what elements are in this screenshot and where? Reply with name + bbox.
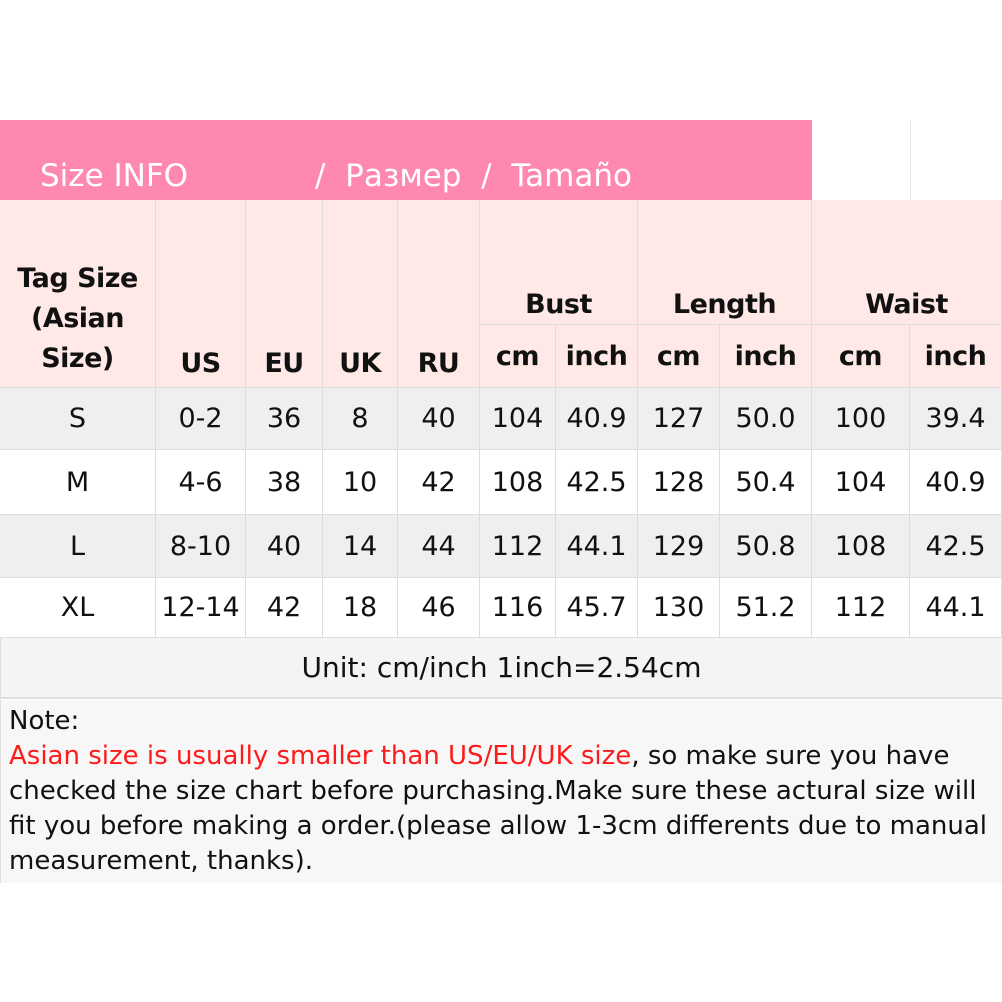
table-cell: 51.2 (720, 578, 812, 638)
table-cell: 36 (246, 388, 323, 450)
table-cell: 42 (246, 578, 323, 638)
header-uk: UK (323, 200, 398, 388)
table-cell: 40 (398, 388, 480, 450)
header-bust-cm: cm (480, 325, 556, 388)
table-cell: 50.4 (720, 450, 812, 515)
table-cell: 46 (398, 578, 480, 638)
table-cell: 39.4 (910, 388, 1002, 450)
note-label: Note: (9, 706, 80, 736)
table-cell: 50.8 (720, 515, 812, 578)
header-length-cm: cm (638, 325, 720, 388)
header-waist: Waist (812, 200, 1002, 325)
size-label: XL (0, 578, 156, 638)
table-cell: 18 (323, 578, 398, 638)
table-cell: 108 (480, 450, 556, 515)
table-cell: 42.5 (910, 515, 1002, 578)
title-size-info: Size INFO (40, 158, 189, 194)
header-length-inch: inch (720, 325, 812, 388)
table-cell: 10 (323, 450, 398, 515)
table-cell: 104 (480, 388, 556, 450)
table-cell: 127 (638, 388, 720, 450)
table-cell: 50.0 (720, 388, 812, 450)
table-cell: 44.1 (910, 578, 1002, 638)
size-label: M (0, 450, 156, 515)
unit-note: Unit: cm/inch 1inch=2.54cm (0, 638, 1002, 699)
table-cell: 12-14 (156, 578, 246, 638)
table-cell: 42 (398, 450, 480, 515)
table-cell: 8 (323, 388, 398, 450)
table-cell: 14 (323, 515, 398, 578)
table-cell: 42.5 (556, 450, 638, 515)
table-cell: 104 (812, 450, 910, 515)
table-cell: 45.7 (556, 578, 638, 638)
table-cell: 40.9 (910, 450, 1002, 515)
table-cell: 38 (246, 450, 323, 515)
table-cell: 40 (246, 515, 323, 578)
table-cell: 108 (812, 515, 910, 578)
divider (910, 120, 911, 200)
header-bust-inch: inch (556, 325, 638, 388)
note-warning: Asian size is usually smaller than US/EU… (9, 741, 632, 771)
table-cell: 44 (398, 515, 480, 578)
header-waist-cm: cm (812, 325, 910, 388)
header-bust: Bust (480, 200, 638, 325)
size-label: S (0, 388, 156, 450)
size-label: L (0, 515, 156, 578)
table-cell: 100 (812, 388, 910, 450)
note-body: , so make sure you have checked the size… (9, 741, 987, 876)
table-cell: 116 (480, 578, 556, 638)
table-cell: 112 (480, 515, 556, 578)
table-cell: 129 (638, 515, 720, 578)
size-info-title-bar: Size INFO / Размер / Tamaño (0, 120, 812, 200)
title-translations: / Размер / Tamaño (315, 158, 632, 194)
header-length: Length (638, 200, 812, 325)
header-tag-size: Tag Size (Asian Size) (0, 200, 156, 388)
table-cell: 130 (638, 578, 720, 638)
table-cell: 8-10 (156, 515, 246, 578)
note-section: Note: Asian size is usually smaller than… (0, 700, 1002, 883)
table-cell: 128 (638, 450, 720, 515)
table-cell: 4-6 (156, 450, 246, 515)
table-cell: 40.9 (556, 388, 638, 450)
note-text: Asian size is usually smaller than US/EU… (9, 739, 994, 879)
table-cell: 0-2 (156, 388, 246, 450)
table-cell: 44.1 (556, 515, 638, 578)
header-us: US (156, 200, 246, 388)
header-eu: EU (246, 200, 323, 388)
header-ru: RU (398, 200, 480, 388)
header-waist-inch: inch (910, 325, 1002, 388)
table-cell: 112 (812, 578, 910, 638)
